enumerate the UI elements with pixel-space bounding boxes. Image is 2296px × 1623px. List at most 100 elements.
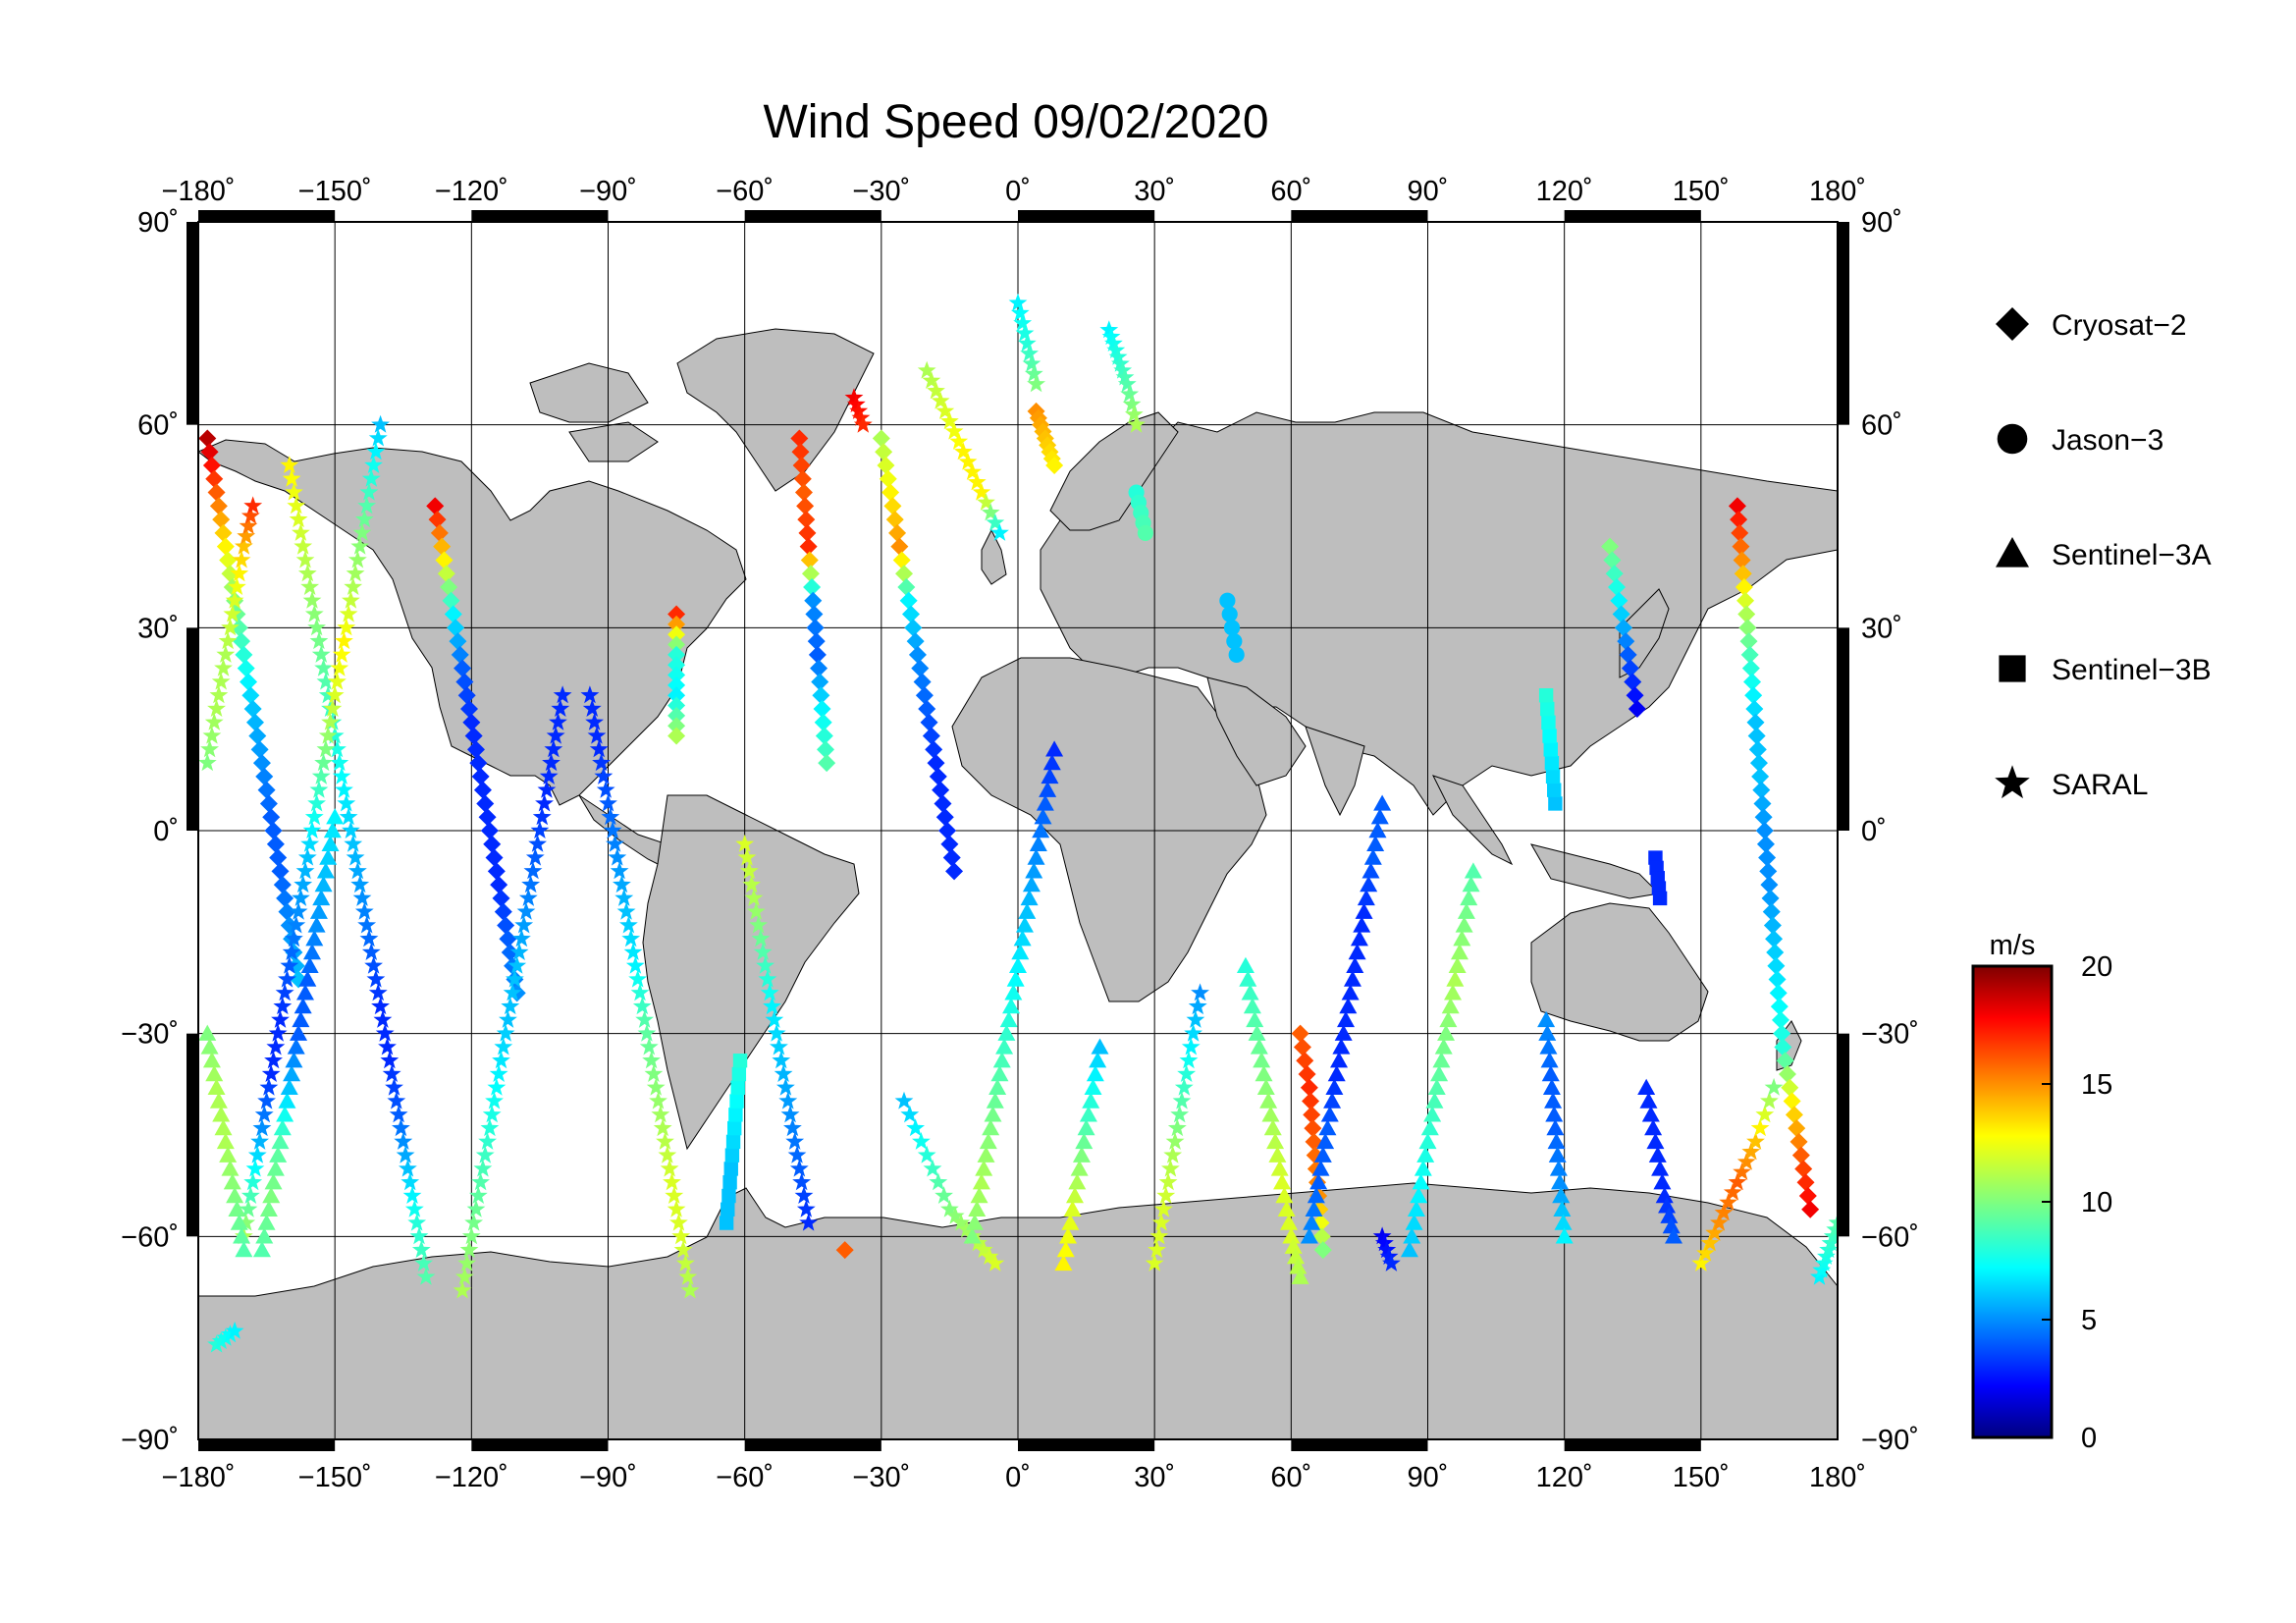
track-point — [514, 915, 534, 934]
track-point — [1801, 1200, 1820, 1218]
track-point — [1653, 1173, 1672, 1190]
track-point — [316, 739, 336, 758]
track-point — [1746, 1132, 1765, 1150]
track-point — [537, 780, 557, 798]
track-point — [671, 1226, 691, 1245]
track-point — [319, 848, 338, 865]
track-point — [1250, 1038, 1268, 1055]
track-point — [300, 956, 319, 973]
satellite-legend: Cryosat−2 Jason−3 Sentinel−3A Sentinel−3B SA… — [1995, 307, 2212, 801]
track-point — [259, 1200, 278, 1217]
track-point — [1253, 1052, 1271, 1068]
track-point — [309, 631, 329, 650]
track-point — [280, 456, 299, 473]
track-point — [997, 1024, 1016, 1041]
lat-label-right: −90˚ — [1861, 1425, 1919, 1456]
colorbar-tick-label: 0 — [2081, 1423, 2097, 1454]
track-point — [1741, 659, 1760, 677]
track-point — [1736, 591, 1755, 610]
track-point — [1540, 1052, 1559, 1068]
track-point — [911, 659, 930, 677]
track-point — [444, 605, 462, 623]
track-point — [1266, 1132, 1285, 1150]
track-point — [1457, 902, 1475, 919]
track-point — [482, 1105, 502, 1123]
track-point — [1307, 1187, 1325, 1204]
track-point — [485, 848, 504, 867]
track-point — [243, 1172, 263, 1191]
track-point — [516, 901, 536, 920]
track-point — [254, 1105, 274, 1123]
track-point — [219, 1146, 238, 1163]
track-point — [585, 712, 604, 730]
track-point — [1791, 1146, 1810, 1164]
track-point — [810, 659, 828, 677]
track-point — [785, 1132, 805, 1150]
track-point — [879, 469, 897, 488]
track-point — [1646, 1132, 1665, 1150]
track-point — [1312, 1227, 1331, 1246]
lat-label-right: 0˚ — [1861, 816, 1887, 847]
track-point — [890, 537, 909, 556]
track-point — [649, 1091, 667, 1109]
track-point — [783, 1118, 802, 1137]
track-point — [1554, 1214, 1573, 1230]
track-point — [478, 808, 497, 827]
track-point — [385, 1077, 403, 1096]
track-point — [339, 604, 358, 622]
track-point — [651, 1105, 670, 1123]
track-point — [1259, 1092, 1278, 1109]
track-point — [1161, 1159, 1180, 1177]
track-point — [352, 523, 372, 541]
track-point — [1122, 395, 1142, 412]
track-point — [1446, 970, 1465, 987]
track-point — [435, 551, 454, 569]
track-point — [982, 1119, 1000, 1136]
track-point — [311, 645, 331, 663]
frame-bar-right-4 — [1838, 1033, 1849, 1237]
track-point — [849, 402, 869, 419]
track-point — [1770, 998, 1789, 1016]
track-point — [250, 740, 269, 759]
track-point — [309, 902, 328, 919]
track-point — [732, 1054, 748, 1068]
track-point — [430, 523, 449, 542]
track-point — [1291, 1024, 1309, 1043]
track-point — [1327, 1065, 1346, 1082]
track-point — [269, 1146, 288, 1163]
track-point — [332, 767, 351, 784]
frame-bar-bottom-8 — [1291, 1439, 1428, 1451]
track-point — [1810, 1267, 1829, 1285]
track-point — [920, 713, 938, 731]
track-point — [316, 672, 336, 690]
lon-label-top: −180˚ — [162, 176, 236, 207]
track-point — [1089, 1052, 1107, 1068]
track-point — [539, 767, 559, 784]
track-point — [314, 876, 333, 893]
track-point — [1379, 1247, 1399, 1265]
track-point — [300, 834, 320, 852]
track-point — [1750, 1118, 1770, 1137]
legend-triangle-icon — [1996, 537, 2029, 568]
track-point — [1730, 511, 1748, 529]
track-point — [1099, 320, 1119, 339]
track-point — [667, 717, 686, 735]
track-point — [669, 1213, 688, 1231]
lat-label-left: −30˚ — [121, 1019, 179, 1051]
track-point — [359, 482, 379, 501]
track-point — [979, 1132, 997, 1150]
track-point — [1325, 1078, 1344, 1095]
track-point — [266, 835, 285, 853]
track-point — [915, 686, 934, 705]
track-point — [426, 497, 445, 515]
wind-speed-colorbar: m/s 20 15 10 5 0 — [1971, 930, 2112, 1454]
lat-label-left: 0˚ — [153, 816, 179, 847]
track-point — [1614, 619, 1632, 637]
track-point — [268, 1023, 288, 1042]
track-point — [587, 726, 607, 744]
track-point — [478, 1132, 497, 1150]
track-point — [1460, 889, 1478, 906]
track-point — [888, 523, 907, 542]
chart-title: Wind Speed 09/02/2020 — [763, 96, 1268, 148]
track-point — [501, 997, 520, 1015]
